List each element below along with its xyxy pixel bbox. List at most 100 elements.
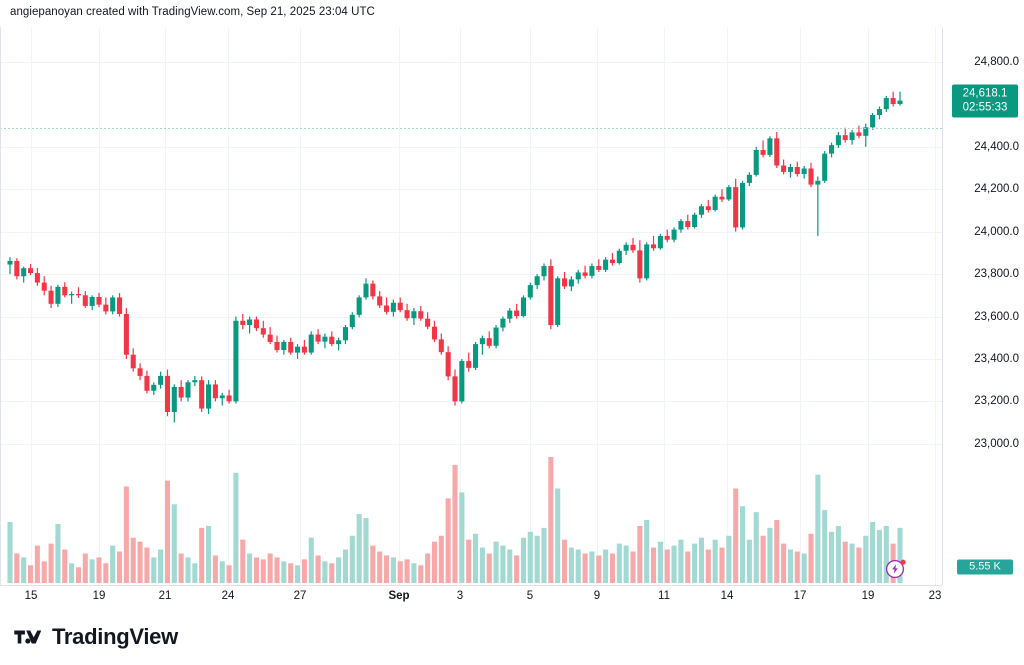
volume-bar — [247, 553, 253, 583]
grid-line-vertical — [460, 27, 461, 585]
time-axis-tick: 14 — [720, 590, 734, 602]
price-axis-tick: 24,200.0 — [974, 183, 1019, 196]
volume-bar — [897, 527, 903, 584]
volume-bar — [315, 555, 321, 583]
candle-body — [253, 319, 259, 329]
tradingview-wordmark: TradingView — [52, 624, 178, 649]
volume-bar — [555, 488, 561, 583]
volume-bar — [527, 531, 533, 583]
candle-body — [890, 98, 896, 104]
candle-body — [260, 328, 266, 335]
volume-bar — [336, 557, 342, 583]
volume-bar — [62, 549, 68, 583]
candle-body — [541, 266, 547, 277]
volume-bar — [719, 547, 725, 583]
time-axis-tick: 11 — [658, 590, 670, 602]
volume-bar — [637, 525, 643, 583]
volume-bar — [685, 551, 691, 583]
volume-bar — [548, 457, 554, 583]
grid-line-horizontal — [0, 401, 942, 403]
price-axis[interactable]: 24,618.1 02:55:33 5.55 K 24,800.0 24,400.… — [943, 27, 1024, 585]
candle-body — [657, 235, 663, 249]
candle-body — [123, 313, 129, 355]
volume-value-tag[interactable]: 5.55 K — [957, 559, 1013, 575]
grid-line-horizontal — [0, 146, 942, 148]
grid-line-vertical — [868, 27, 869, 585]
price-axis-tick: 23,400.0 — [974, 352, 1019, 365]
candle-body — [363, 283, 369, 298]
volume-bar — [507, 549, 513, 583]
candle-body — [897, 100, 903, 104]
candle-body — [452, 376, 458, 402]
candle-body — [555, 278, 561, 326]
volume-bar — [164, 480, 170, 584]
candle-body — [212, 384, 218, 399]
candle-body — [801, 168, 807, 174]
volume-bar — [55, 523, 61, 583]
volume-bar — [787, 549, 793, 583]
volume-bar — [377, 551, 383, 583]
candle-body — [438, 339, 444, 353]
candle-wick — [762, 140, 764, 158]
volume-bar — [568, 547, 574, 583]
grid-line-horizontal — [0, 231, 942, 233]
volume-bar — [363, 518, 369, 583]
candle-body — [575, 272, 581, 280]
candle-body — [787, 166, 793, 172]
candle-body — [486, 338, 492, 346]
time-axis-tick: 19 — [92, 590, 106, 602]
bar-countdown: 02:55:33 — [962, 101, 1008, 114]
volume-bar — [466, 539, 472, 583]
candle-body — [144, 375, 150, 391]
price-axis-tick: 23,200.0 — [974, 395, 1019, 408]
volume-bar — [260, 559, 266, 584]
volume-bar — [493, 541, 499, 583]
last-price-tag[interactable]: 24,618.1 02:55:33 — [952, 84, 1018, 118]
lightning-bolt-icon — [892, 564, 898, 574]
time-axis-tick: 9 — [593, 590, 601, 602]
candle-body — [479, 338, 485, 345]
candle-body — [55, 286, 61, 304]
volume-bar — [144, 547, 150, 583]
volume-bar — [705, 549, 711, 583]
volume-bar — [322, 561, 328, 583]
volume-bar — [411, 563, 417, 583]
candle-body — [856, 132, 862, 136]
candle-body — [870, 115, 876, 128]
candle-body — [548, 266, 554, 326]
grid-line-horizontal — [0, 62, 942, 63]
volume-bar — [486, 553, 492, 583]
volume-bar — [75, 567, 81, 583]
volume-bar — [295, 565, 301, 583]
time-axis[interactable]: 15 19 21 24 27 Sep 3 5 9 11 14 17 19 23 — [0, 586, 942, 610]
price-axis-tick: 24,400.0 — [974, 140, 1019, 153]
candle-body — [726, 187, 732, 200]
volume-bar — [199, 527, 205, 584]
volume-bar — [28, 565, 34, 583]
volume-bar — [48, 543, 54, 584]
candle-body — [247, 319, 253, 326]
candle-body — [342, 327, 348, 341]
time-axis-tick: 5 — [526, 590, 534, 602]
volume-bar — [370, 545, 376, 583]
volume-bar — [96, 557, 102, 583]
volume-bar — [712, 539, 718, 583]
candle-body — [767, 138, 773, 155]
candle-body — [746, 174, 752, 183]
volume-bar — [103, 563, 109, 583]
candle-body — [808, 168, 814, 185]
candle-body — [288, 341, 294, 353]
time-axis-tick: Sep — [388, 590, 410, 602]
candle-wick — [249, 316, 251, 334]
last-price-dotted-line — [0, 127, 942, 129]
chart-plot-area[interactable] — [0, 27, 942, 585]
time-axis-tick: 27 — [293, 590, 307, 602]
candle-body — [507, 310, 513, 319]
lightning-badge[interactable] — [884, 556, 908, 580]
candle-wick — [584, 265, 586, 279]
candle-wick — [652, 235, 655, 251]
volume-bar — [794, 551, 800, 583]
candle-body — [240, 320, 246, 326]
volume-bar — [575, 549, 581, 583]
volume-bar — [267, 553, 273, 583]
